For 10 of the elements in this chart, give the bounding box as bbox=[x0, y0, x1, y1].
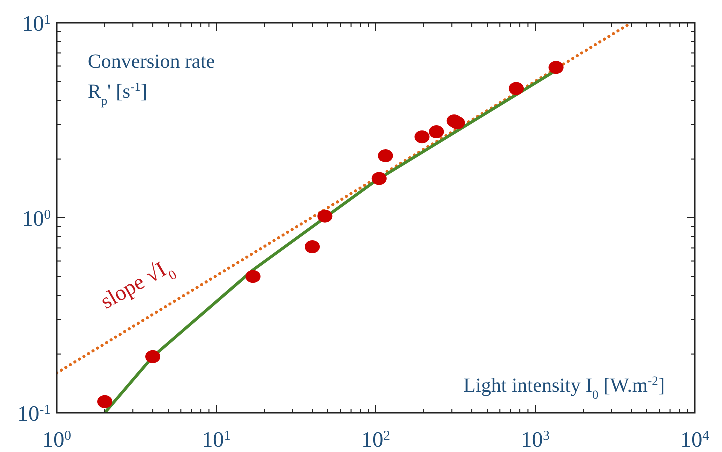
x-tick-label: 10$^{0}$ bbox=[42, 427, 72, 452]
y-tick-label: 10$^{0}$ bbox=[22, 206, 52, 231]
y-tick-label: 10$^{1}$ bbox=[22, 11, 51, 36]
x-axis-title: Light intensity I$_{0}$ [W.m$^{-2}$] bbox=[464, 374, 665, 402]
x-tick-label: 10$^{2}$ bbox=[362, 427, 391, 452]
y-tick-label: 10$^{-1}$ bbox=[18, 401, 51, 426]
x-tick-label: 10$^{4}$ bbox=[680, 427, 710, 452]
x-tick-label: 10$^{3}$ bbox=[521, 427, 550, 452]
x-tick-label: 10$^{1}$ bbox=[202, 427, 231, 452]
y-axis-title: Conversion rate R$_{p}$' [s$^{-1}$] bbox=[88, 51, 216, 108]
